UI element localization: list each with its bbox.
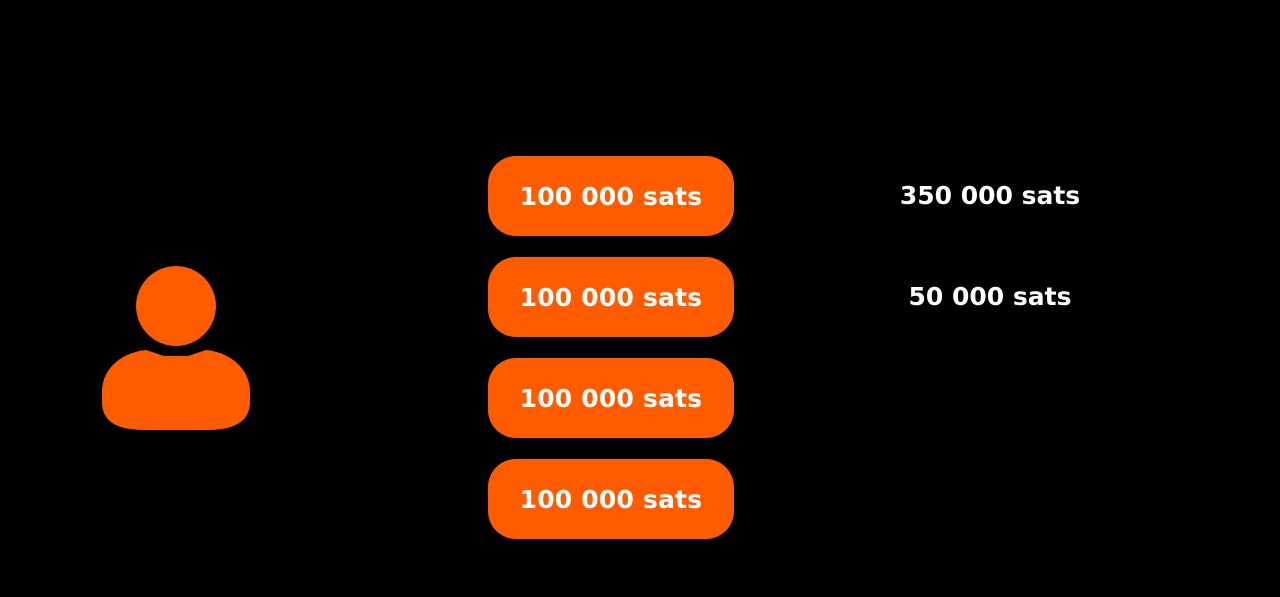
amount-label: 50 000 sats	[908, 282, 1072, 311]
amount-list: 350 000 sats 50 000 sats	[850, 176, 1130, 378]
user-icon-svg	[102, 266, 250, 430]
user-icon	[98, 262, 256, 434]
utxo-list: 100 000 sats 100 000 sats 100 000 sats 1…	[488, 156, 734, 560]
amount-label: 350 000 sats	[899, 181, 1081, 210]
utxo-pill: 100 000 sats	[488, 156, 734, 236]
utxo-pill: 100 000 sats	[488, 459, 734, 539]
user-icon-body	[102, 350, 250, 430]
user-icon-head	[136, 266, 216, 346]
utxo-pill: 100 000 sats	[488, 257, 734, 337]
utxo-pill: 100 000 sats	[488, 358, 734, 438]
